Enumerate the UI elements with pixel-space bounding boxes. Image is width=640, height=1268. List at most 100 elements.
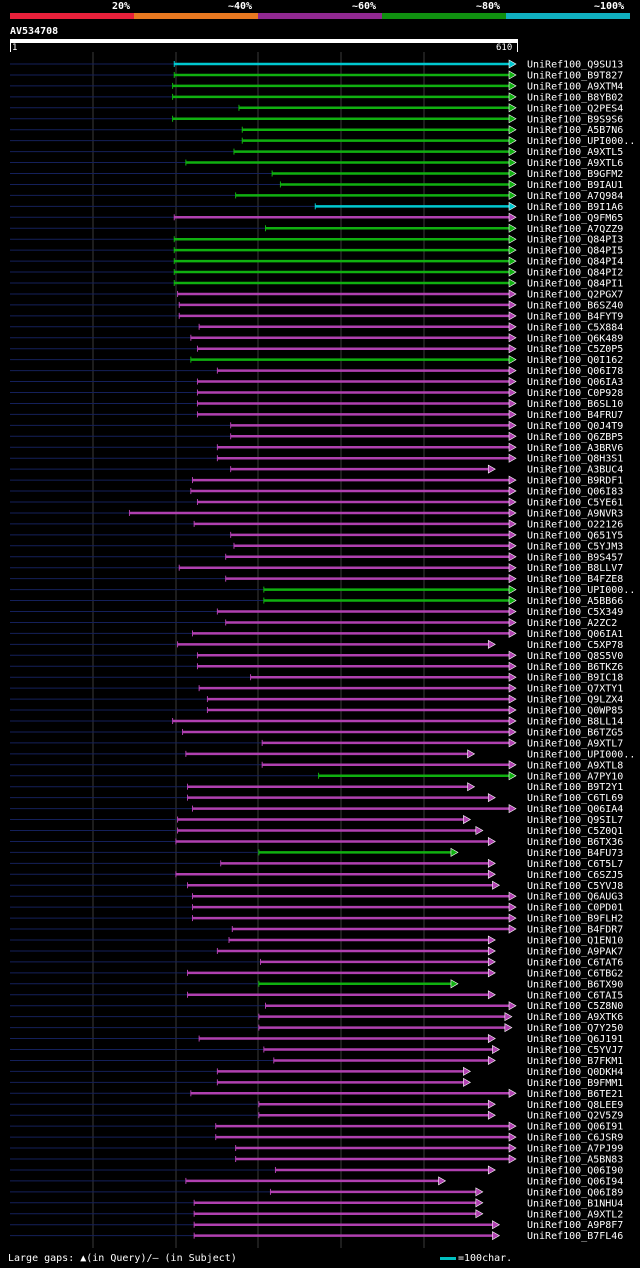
hit-name-label[interactable]: UniRef100_B9S457 [527,552,623,563]
hit-row[interactable]: UniRef100_UPI000.. [10,749,635,760]
hit-row[interactable]: UniRef100_Q84PI4 [10,256,623,268]
hit-name-label[interactable]: UniRef100_B9IAU1 [527,180,623,191]
hit-row[interactable]: UniRef100_A9NVR3 [10,508,623,519]
hit-row[interactable]: UniRef100_Q06I94 [10,1176,623,1187]
hit-row[interactable]: UniRef100_B9T2Y1 [10,782,623,793]
hit-name-label[interactable]: UniRef100_Q8S5V0 [527,651,623,662]
hit-row[interactable]: UniRef100_Q06IA3 [10,377,623,388]
hit-row[interactable]: UniRef100_A9XTL7 [10,738,623,749]
hit-row[interactable]: UniRef100_Q6J191 [10,1034,623,1045]
hit-row[interactable]: UniRef100_B4FU73 [10,847,623,859]
hit-row[interactable]: UniRef100_C6SZJ5 [10,869,623,881]
hit-name-label[interactable]: UniRef100_C5XP78 [527,640,623,651]
hit-row[interactable]: UniRef100_C5YJM3 [10,541,623,552]
hit-row[interactable]: UniRef100_A9XTM4 [10,81,623,92]
hit-row[interactable]: UniRef100_A7Q984 [10,190,623,202]
hit-name-label[interactable]: UniRef100_Q84PI3 [527,235,623,246]
hit-name-label[interactable]: UniRef100_Q84PI2 [527,268,623,279]
hit-name-label[interactable]: UniRef100_C5Z8N0 [527,1001,623,1012]
hit-row[interactable]: UniRef100_C5Z8N0 [10,1001,623,1012]
hit-name-label[interactable]: UniRef100_B6TKZ6 [527,662,623,673]
hit-name-label[interactable]: UniRef100_B6TE21 [527,1089,623,1100]
hit-row[interactable]: UniRef100_O22126 [10,519,623,530]
hit-name-label[interactable]: UniRef100_Q84PI5 [527,246,623,257]
hit-name-label[interactable]: UniRef100_A9XTL7 [527,738,623,749]
hit-row[interactable]: UniRef100_A7PJ99 [10,1143,623,1155]
hit-row[interactable]: UniRef100_Q06I78 [10,366,623,377]
hit-name-label[interactable]: UniRef100_UPI000.. [527,749,635,760]
hit-row[interactable]: UniRef100_B6TZG5 [10,727,623,738]
hit-name-label[interactable]: UniRef100_Q2PGX7 [527,289,623,300]
hit-row[interactable]: UniRef100_A7QZZ9 [10,223,623,235]
hit-name-label[interactable]: UniRef100_Q7Y250 [527,1023,623,1034]
hit-name-label[interactable]: UniRef100_Q6J191 [527,1034,623,1045]
hit-row[interactable]: UniRef100_C6TBG2 [10,968,623,979]
hit-row[interactable]: UniRef100_A9XTL6 [10,158,623,169]
hit-row[interactable]: UniRef100_B6TX90 [10,979,623,990]
hit-name-label[interactable]: UniRef100_Q8H3S1 [527,454,623,465]
hit-name-label[interactable]: UniRef100_Q6ZBP5 [527,432,623,443]
hit-row[interactable]: UniRef100_Q6K489 [10,333,623,344]
hit-name-label[interactable]: UniRef100_C5X349 [527,607,623,618]
hit-row[interactable]: UniRef100_A2ZC2 [10,617,617,629]
hit-row[interactable]: UniRef100_B6SL10 [10,398,623,410]
hit-name-label[interactable]: UniRef100_C6T5L7 [527,859,623,870]
hit-row[interactable]: UniRef100_Q06I89 [10,1187,623,1198]
hit-row[interactable]: UniRef100_B6SZ40 [10,300,623,311]
hit-name-label[interactable]: UniRef100_Q9FM65 [527,213,623,224]
hit-row[interactable]: UniRef100_B9FMM1 [10,1077,623,1089]
hit-row[interactable]: UniRef100_B7FL46 [10,1231,623,1242]
hit-name-label[interactable]: UniRef100_B9FMM1 [527,1078,623,1089]
hit-row[interactable]: UniRef100_C6TAT6 [10,957,623,968]
hit-name-label[interactable]: UniRef100_Q0J4T9 [527,421,623,432]
hit-row[interactable]: UniRef100_Q84PI1 [10,278,623,290]
hit-name-label[interactable]: UniRef100_C0P928 [527,388,623,399]
hit-row[interactable]: UniRef100_B9T827 [10,70,623,81]
hit-row[interactable]: UniRef100_B9IC18 [10,672,623,684]
hit-name-label[interactable]: UniRef100_Q2PES4 [527,103,623,114]
hit-row[interactable]: UniRef100_C0PD01 [10,902,623,914]
hit-row[interactable]: UniRef100_B9FLH2 [10,913,623,925]
hit-row[interactable]: UniRef100_Q84PI5 [10,245,623,257]
hit-row[interactable]: UniRef100_B6TE21 [10,1088,623,1100]
hit-row[interactable]: UniRef100_Q1EN10 [10,935,623,947]
hit-name-label[interactable]: UniRef100_B8YB02 [527,92,623,103]
hit-name-label[interactable]: UniRef100_B9T827 [527,70,623,81]
hit-row[interactable]: UniRef100_B8LL14 [10,716,623,728]
hit-name-label[interactable]: UniRef100_Q84PI1 [527,279,623,290]
hit-row[interactable]: UniRef100_A5B7N6 [10,125,623,136]
hit-name-label[interactable]: UniRef100_A9XTK6 [527,1012,623,1023]
hit-name-label[interactable]: UniRef100_Q9LZX4 [527,695,623,706]
hit-name-label[interactable]: UniRef100_Q06I78 [527,366,623,377]
hit-name-label[interactable]: UniRef100_C5X884 [527,322,623,333]
hit-row[interactable]: UniRef100_Q0WP85 [10,705,623,717]
hit-name-label[interactable]: UniRef100_B4FRU7 [527,410,623,421]
hit-name-label[interactable]: UniRef100_C6SZJ5 [527,870,623,881]
hit-row[interactable]: UniRef100_C5Z0Q1 [10,825,623,837]
hit-row[interactable]: UniRef100_A5BB66 [10,596,623,607]
hit-name-label[interactable]: UniRef100_Q06I83 [527,487,623,498]
hit-name-label[interactable]: UniRef100_C6TBG2 [527,968,623,979]
hit-row[interactable]: UniRef100_Q8LEE9 [10,1099,623,1111]
hit-name-label[interactable]: UniRef100_Q06IA3 [527,377,623,388]
hit-name-label[interactable]: UniRef100_A2ZC2 [527,618,617,629]
hit-name-label[interactable]: UniRef100_C6TL69 [527,793,623,804]
hit-name-label[interactable]: UniRef100_B7FKM1 [527,1056,623,1067]
hit-name-label[interactable]: UniRef100_Q0DKH4 [527,1067,623,1078]
hit-name-label[interactable]: UniRef100_Q06I94 [527,1176,623,1187]
hit-row[interactable]: UniRef100_Q0I162 [10,355,623,366]
hit-row[interactable]: UniRef100_C5YVJ8 [10,880,623,892]
hit-name-label[interactable]: UniRef100_A7PY10 [527,771,623,782]
hit-name-label[interactable]: UniRef100_C5YVJ7 [527,1045,623,1056]
hit-name-label[interactable]: UniRef100_B6TX90 [527,979,623,990]
hit-name-label[interactable]: UniRef100_B4FYT9 [527,311,623,322]
hit-row[interactable]: UniRef100_B6TKZ6 [10,661,623,673]
hit-name-label[interactable]: UniRef100_Q84PI4 [527,257,623,268]
hit-name-label[interactable]: UniRef100_C6JSR9 [527,1133,623,1144]
hit-name-label[interactable]: UniRef100_C5Z0Q1 [527,826,623,837]
hit-name-label[interactable]: UniRef100_Q06I91 [527,1122,623,1133]
hit-row[interactable]: UniRef100_A9XTL8 [10,760,623,771]
hit-row[interactable]: UniRef100_B9S9S6 [10,114,623,125]
hit-row[interactable]: UniRef100_Q651Y5 [10,530,623,541]
hit-row[interactable]: UniRef100_A3BUC4 [10,464,623,476]
